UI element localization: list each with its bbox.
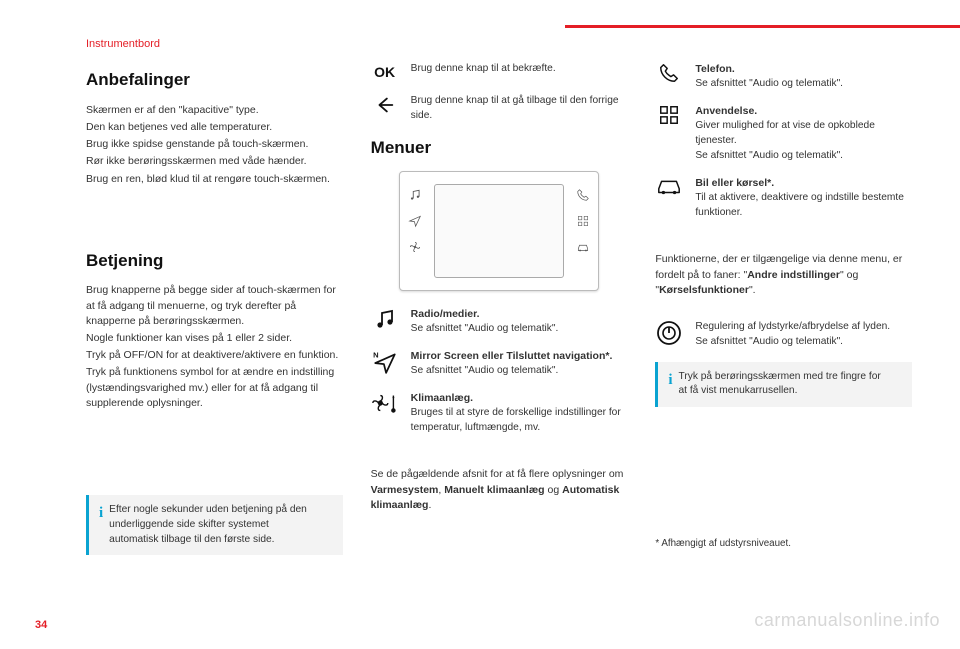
- spacer: [371, 447, 628, 467]
- col-1: Anbefalinger Skærmen er af den "kapaciti…: [86, 62, 343, 555]
- text: .: [428, 499, 431, 511]
- info-box-2: i Tryk på berøringsskærmen med tre fingre…: [655, 362, 912, 408]
- radio-row: Radio/medier. Se afsnittet "Audio og tel…: [371, 307, 628, 337]
- screen-inner: [434, 184, 564, 278]
- spacer: [86, 413, 343, 483]
- phone-row: Telefon. Se afsnittet "Audio og telemati…: [655, 62, 912, 92]
- info-text: Tryk på berøringsskærmen med tre fingre …: [679, 370, 891, 400]
- phone-title: Telefon.: [695, 62, 912, 77]
- svg-text:N: N: [373, 350, 378, 359]
- phone-sub: Se afsnittet "Audio og telematik".: [695, 77, 912, 92]
- col-2: OK Brug denne knap til at bekræfte. Brug…: [371, 62, 628, 555]
- back-desc: Brug denne knap til at gå tilbage til de…: [411, 94, 628, 124]
- ok-icon: OK: [371, 62, 399, 82]
- car-row: Bil eller kørsel*. Til at aktivere, deak…: [655, 176, 912, 221]
- watermark: carmanualsonline.info: [754, 610, 940, 631]
- page-root: Instrumentbord 34 carmanualsonline.info …: [0, 0, 960, 649]
- car-sub: Til at aktivere, deaktivere og indstille…: [695, 191, 912, 221]
- screen-left-icons: [408, 188, 422, 254]
- col-3: Telefon. Se afsnittet "Audio og telemati…: [655, 62, 912, 555]
- radio-sub: Se afsnittet "Audio og telematik".: [411, 322, 628, 337]
- ok-label: OK: [374, 62, 395, 82]
- top-red-bar: [565, 25, 960, 28]
- nav-arrow-icon: N: [371, 349, 399, 375]
- volume-sub1: Regulering af lydstyrke/afbrydelse af ly…: [695, 320, 912, 335]
- para: Nogle funktioner kan vises på 1 eller 2 …: [86, 331, 343, 346]
- phone-icon: [655, 62, 683, 84]
- text: og: [545, 484, 563, 496]
- apps-title: Anvendelse.: [695, 104, 912, 119]
- spacer: [86, 189, 343, 243]
- climate-row: Klimaanlæg. Bruges til at styre de forsk…: [371, 391, 628, 436]
- music-note-icon: [408, 188, 422, 202]
- footnote: * Afhængigt af udstyrsniveauet.: [655, 537, 912, 551]
- back-arrow-icon: [371, 94, 399, 116]
- section-label: Instrumentbord: [86, 38, 160, 50]
- ok-desc: Brug denne knap til at bekræfte.: [411, 62, 628, 77]
- info-icon: i: [668, 372, 672, 388]
- info-icon: i: [99, 505, 103, 521]
- functions-para: Funktionerne, der er tilgængelige via de…: [655, 252, 912, 298]
- nav-arrow-icon: [408, 214, 422, 228]
- climate-title: Klimaanlæg.: [411, 391, 628, 406]
- para: Brug en ren, blød klud til at rengøre to…: [86, 172, 343, 187]
- climate-sub: Bruges til at styre de forskellige indst…: [411, 406, 628, 436]
- heading-recommendations: Anbefalinger: [86, 68, 343, 93]
- car-title: Bil eller kørsel*.: [695, 176, 912, 191]
- apps-sub2: Se afsnittet "Audio og telematik".: [695, 149, 912, 164]
- grid-mini-icon: [576, 214, 590, 228]
- mirror-sub: Se afsnittet "Audio og telematik".: [411, 364, 628, 379]
- para: Tryk på funktionens symbol for at ændre …: [86, 365, 343, 411]
- mirror-row: N Mirror Screen eller Tilsluttet navigat…: [371, 349, 628, 379]
- spacer: [655, 232, 912, 252]
- para: Brug knapperne på begge sider af touch-s…: [86, 283, 343, 329]
- ok-row: OK Brug denne knap til at bekræfte.: [371, 62, 628, 82]
- spacer: [655, 300, 912, 320]
- info-text: Efter nogle sekunder uden betjening på d…: [109, 503, 321, 547]
- para: Rør ikke berøringsskærmen med våde hænde…: [86, 154, 343, 169]
- car-icon: [655, 176, 683, 196]
- apps-grid-icon: [655, 104, 683, 126]
- see-more: Se de pågældende afsnit for at få flere …: [371, 467, 628, 513]
- radio-title: Radio/medier.: [411, 307, 628, 322]
- text: ".: [749, 284, 756, 296]
- volume-row: Regulering af lydstyrke/afbrydelse af ly…: [655, 320, 912, 350]
- bold: Manuelt klimaanlæg: [444, 484, 544, 496]
- para: Tryk på OFF/ON for at deaktivere/aktiver…: [86, 348, 343, 363]
- info-box-1: i Efter nogle sekunder uden betjening på …: [86, 495, 343, 555]
- apps-sub1: Giver mulighed for at vise de opkoblede …: [695, 119, 912, 149]
- columns: Anbefalinger Skærmen er af den "kapaciti…: [86, 62, 912, 555]
- text: Se de pågældende afsnit for at få flere …: [371, 468, 624, 480]
- bold: Andre indstillinger: [747, 269, 840, 281]
- heading-operation: Betjening: [86, 249, 343, 274]
- music-note-icon: [371, 307, 399, 331]
- fan-icon: [371, 391, 399, 415]
- power-icon: [655, 320, 683, 346]
- bold: Varmesystem: [371, 484, 439, 496]
- phone-mini-icon: [576, 188, 590, 202]
- bold: Kørselsfunktioner: [659, 284, 749, 296]
- screen-right-icons: [576, 188, 590, 254]
- mirror-title: Mirror Screen eller Tilsluttet navigatio…: [411, 349, 628, 364]
- car-mini-icon: [576, 240, 590, 254]
- heading-menus: Menuer: [371, 136, 628, 161]
- para: Skærmen er af den "kapacitive" type.: [86, 103, 343, 118]
- back-row: Brug denne knap til at gå tilbage til de…: [371, 94, 628, 124]
- page-number: 34: [35, 619, 47, 631]
- fan-icon: [408, 240, 422, 254]
- screen-illustration: [399, 171, 599, 291]
- para: Den kan betjenes ved alle temperaturer.: [86, 120, 343, 135]
- volume-sub2: Se afsnittet "Audio og telematik".: [695, 335, 912, 350]
- apps-row: Anvendelse. Giver mulighed for at vise d…: [655, 104, 912, 164]
- para: Brug ikke spidse genstande på touch-skær…: [86, 137, 343, 152]
